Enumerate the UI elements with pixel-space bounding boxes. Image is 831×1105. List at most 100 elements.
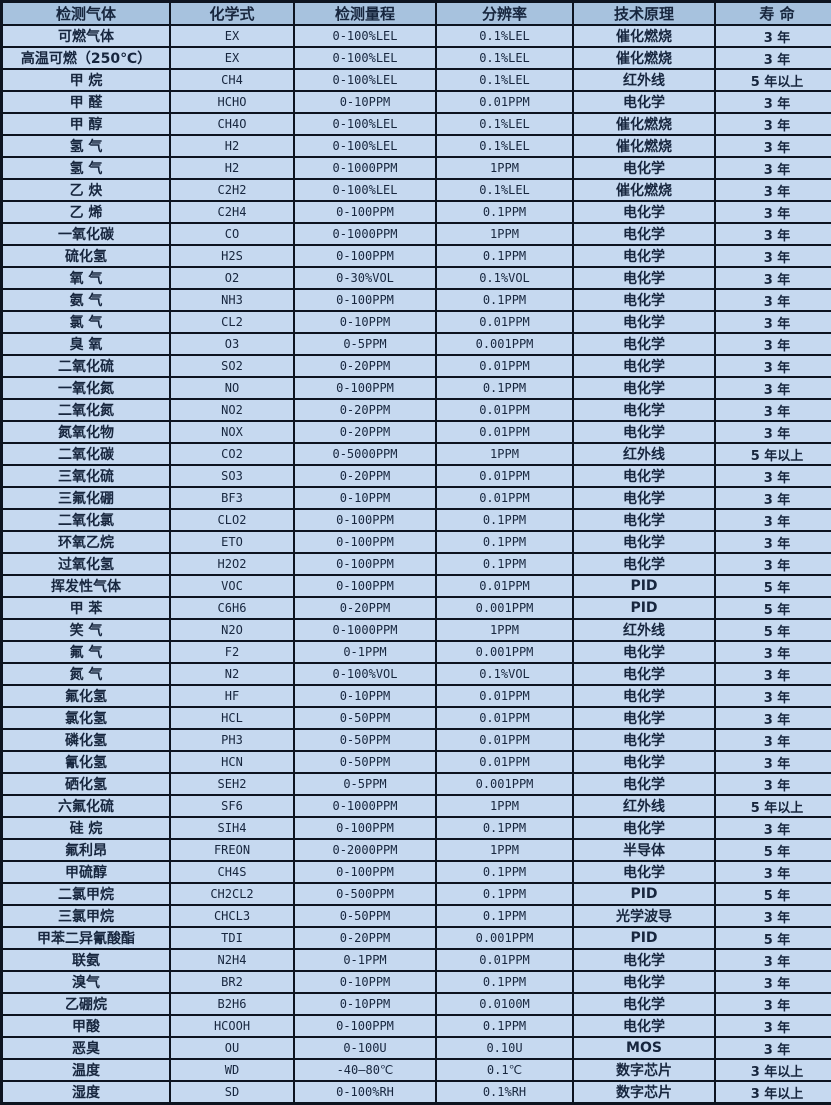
table-cell: 氟利昂 (2, 839, 171, 861)
table-cell: CH4S (170, 861, 294, 883)
table-cell: NO (170, 377, 294, 399)
table-cell: 0.1%LEL (436, 25, 573, 47)
table-cell: 硫化氢 (2, 245, 171, 267)
table-cell: 5 年 (715, 927, 831, 949)
table-cell: 0-1000PPM (294, 619, 436, 641)
table-cell: 电化学 (573, 1015, 715, 1037)
table-cell: 电化学 (573, 333, 715, 355)
column-header: 技术原理 (573, 2, 715, 26)
table-cell: 0.1PPM (436, 905, 573, 927)
table-cell: 5 年以上 (715, 443, 831, 465)
header-row: 检测气体化学式检测量程分辨率技术原理寿 命 (2, 2, 831, 26)
table-cell: 电化学 (573, 773, 715, 795)
table-cell: 电化学 (573, 971, 715, 993)
table-cell: 甲 醇 (2, 113, 171, 135)
table-cell: 电化学 (573, 377, 715, 399)
table-cell: 0.001PPM (436, 333, 573, 355)
table-cell: 甲苯二异氰酸酯 (2, 927, 171, 949)
table-cell: HCN (170, 751, 294, 773)
table-cell: 5 年 (715, 619, 831, 641)
table-cell: 六氟化硫 (2, 795, 171, 817)
table-cell: 电化学 (573, 641, 715, 663)
table-cell: 0-100PPM (294, 289, 436, 311)
table-cell: CO2 (170, 443, 294, 465)
table-cell: NH3 (170, 289, 294, 311)
table-cell: 3 年 (715, 773, 831, 795)
table-cell: 1PPM (436, 795, 573, 817)
table-cell: 氯化氢 (2, 707, 171, 729)
table-cell: 0.1PPM (436, 553, 573, 575)
table-cell: 0.1PPM (436, 531, 573, 553)
table-cell: 温度 (2, 1059, 171, 1081)
table-cell: 0-10PPM (294, 993, 436, 1015)
table-cell: 催化燃烧 (573, 135, 715, 157)
table-cell: 电化学 (573, 487, 715, 509)
table-cell: 臭 氧 (2, 333, 171, 355)
table-cell: 可燃气体 (2, 25, 171, 47)
table-cell: 3 年 (715, 113, 831, 135)
table-cell: 氢 气 (2, 157, 171, 179)
table-cell: 电化学 (573, 729, 715, 751)
table-cell: 5 年 (715, 575, 831, 597)
table-cell: 0.1PPM (436, 509, 573, 531)
table-cell: 0.1PPM (436, 377, 573, 399)
table-cell: 0-100PPM (294, 509, 436, 531)
table-cell: 0-100PPM (294, 201, 436, 223)
table-cell: 3 年 (715, 47, 831, 69)
table-cell: 红外线 (573, 69, 715, 91)
table-cell: 电化学 (573, 531, 715, 553)
column-header: 分辨率 (436, 2, 573, 26)
table-cell: 1PPM (436, 223, 573, 245)
table-cell: O2 (170, 267, 294, 289)
table-cell: SO3 (170, 465, 294, 487)
table-cell: 0-100%LEL (294, 47, 436, 69)
table-cell: 0-1000PPM (294, 157, 436, 179)
table-cell: 0.001PPM (436, 597, 573, 619)
table-cell: 0-100PPM (294, 817, 436, 839)
table-cell: 0.001PPM (436, 927, 573, 949)
table-cell: 甲酸 (2, 1015, 171, 1037)
table-cell: 红外线 (573, 795, 715, 817)
table-cell: 电化学 (573, 91, 715, 113)
table-cell: 0-100%LEL (294, 135, 436, 157)
table-cell: PID (573, 927, 715, 949)
table-cell: CL2 (170, 311, 294, 333)
table-cell: PID (573, 597, 715, 619)
table-cell: 0.01PPM (436, 575, 573, 597)
table-head: 检测气体化学式检测量程分辨率技术原理寿 命 (2, 2, 831, 26)
table-cell: C2H4 (170, 201, 294, 223)
table-cell: 数字芯片 (573, 1059, 715, 1081)
table-cell: 0.1PPM (436, 289, 573, 311)
table-cell: 0-10PPM (294, 311, 436, 333)
table-cell: 0.0100M (436, 993, 573, 1015)
table-cell: 笑 气 (2, 619, 171, 641)
table-cell: 0-100%VOL (294, 663, 436, 685)
table-cell: 0.1PPM (436, 883, 573, 905)
table-cell: 3 年 (715, 355, 831, 377)
table-cell: 电化学 (573, 663, 715, 685)
table-cell: 0.01PPM (436, 311, 573, 333)
table-cell: 电化学 (573, 949, 715, 971)
table-cell: 电化学 (573, 289, 715, 311)
table-cell: 0-100PPM (294, 377, 436, 399)
table-cell: 0.01PPM (436, 399, 573, 421)
table-cell: 1PPM (436, 157, 573, 179)
table-cell: 5 年 (715, 597, 831, 619)
table-cell: 数字芯片 (573, 1081, 715, 1104)
table-cell: HCL (170, 707, 294, 729)
table-cell: 电化学 (573, 223, 715, 245)
table-cell: 5 年 (715, 839, 831, 861)
